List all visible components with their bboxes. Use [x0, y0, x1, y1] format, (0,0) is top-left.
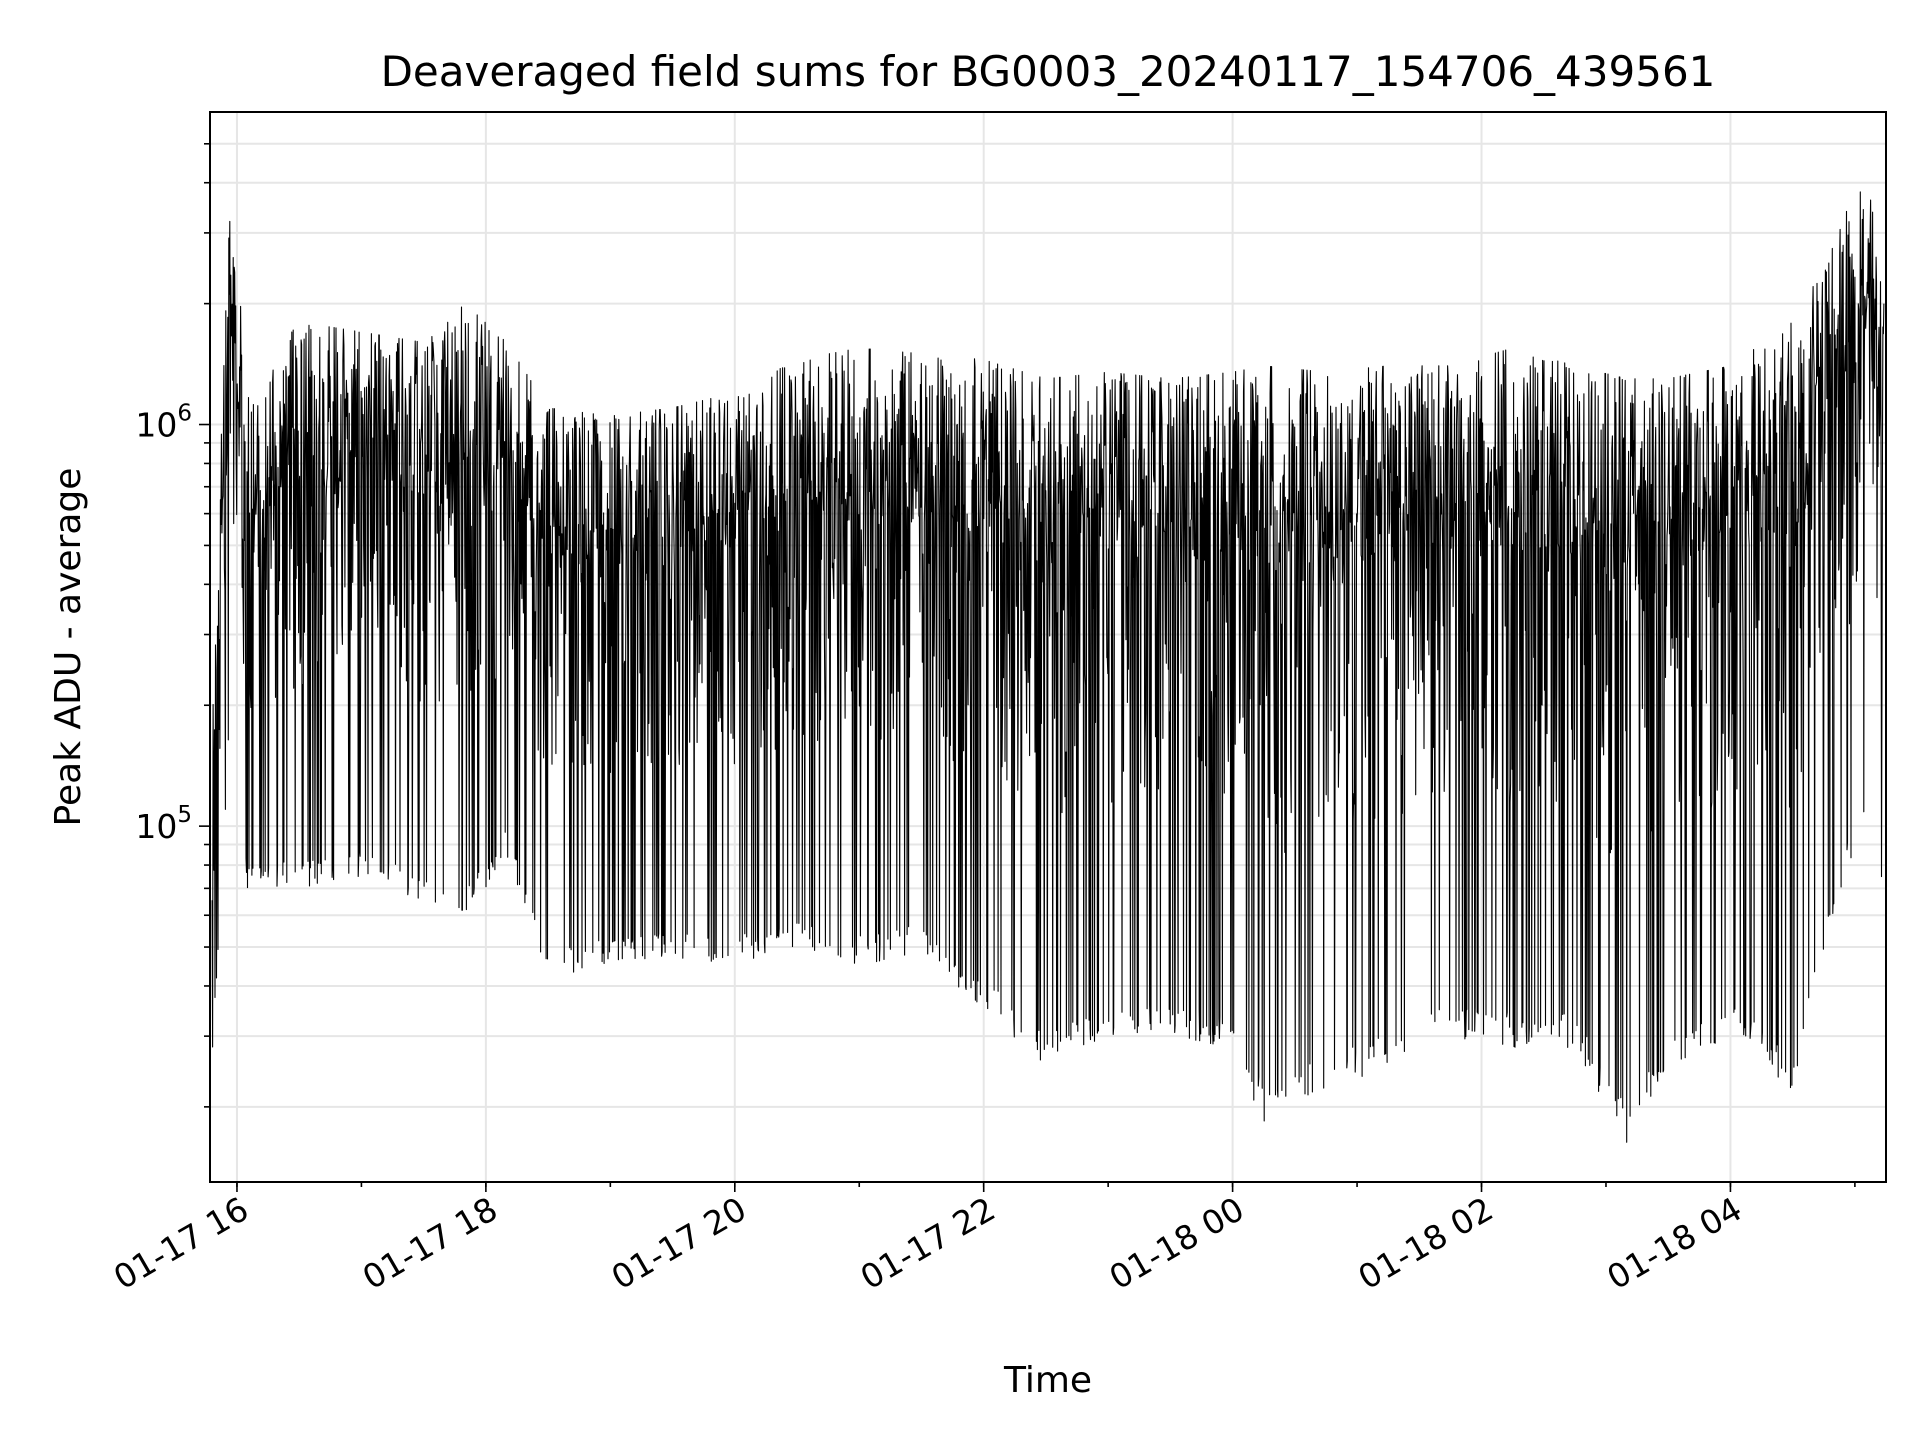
x-tick-label: 01-17 18 [356, 1189, 504, 1297]
x-tick-label: 01-17 16 [107, 1189, 255, 1297]
x-tick-label: 01-18 02 [1352, 1189, 1500, 1297]
y-tick-label: 106 [135, 401, 192, 445]
x-axis: 01-17 16 01-17 18 01-17 20 01-17 22 01-18 00… [107, 1182, 1856, 1297]
chart-title: Deaveraged field sums for BG0003_2024011… [381, 47, 1716, 96]
y-tick-label: 105 [135, 802, 192, 846]
x-tick-label: 01-18 04 [1600, 1189, 1748, 1297]
x-tick-label: 01-17 20 [605, 1189, 753, 1297]
series-peak-adu [211, 191, 1885, 1143]
x-axis-label: Time [1003, 1360, 1092, 1401]
x-tick-label: 01-17 22 [854, 1189, 1002, 1297]
y-axis-label: Peak ADU - average [48, 468, 89, 827]
x-tick-label: 01-18 00 [1103, 1189, 1251, 1297]
axes-frame [209, 111, 1887, 1183]
y-axis: 105 106 [135, 143, 210, 1108]
series-line-peak-adu [211, 191, 1885, 1143]
